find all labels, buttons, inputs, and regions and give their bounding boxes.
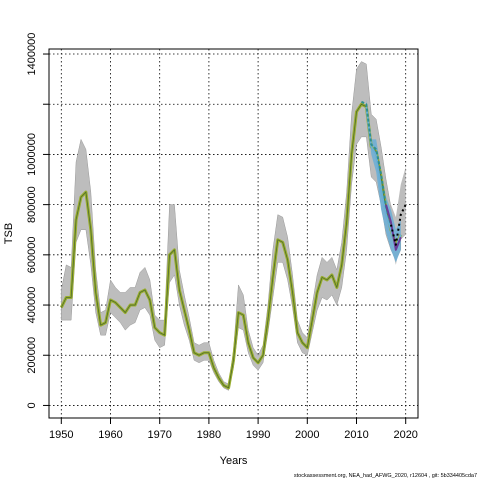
y-axis: 0 200000 400000 600000 800000 1000000 1400000: [26, 33, 49, 409]
y-tick-label-800000: 800000: [26, 186, 38, 223]
y-tick-label-1000000: 1000000: [26, 133, 38, 176]
x-tick-label-1950: 1950: [49, 429, 73, 441]
x-tick-label-1960: 1960: [98, 429, 122, 441]
y-tick-label-400000: 400000: [26, 287, 38, 324]
x-tick-label-2000: 2000: [295, 429, 319, 441]
x-axis-title: Years: [220, 455, 248, 467]
x-tick-label-1980: 1980: [197, 429, 221, 441]
y-tick-label-600000: 600000: [26, 236, 38, 273]
x-tick-label-1990: 1990: [246, 429, 270, 441]
retro-band: [366, 99, 401, 263]
x-tick-label-2020: 2020: [393, 429, 417, 441]
x-axis: 1950 1960 1970 1980 1990 2000 2010 2020: [49, 417, 418, 441]
y-axis-title: TSB: [3, 223, 15, 244]
y-tick-label-0: 0: [26, 402, 38, 408]
x-tick-label-2010: 2010: [344, 429, 368, 441]
x-tick-label-1970: 1970: [147, 429, 171, 441]
y-tick-label-1400000: 1400000: [26, 33, 38, 76]
retro-line-3: [389, 204, 407, 246]
tsb-lines: [59, 100, 407, 390]
footer-source-note: stockassessment.org, NEA_had_AFWG_2020, …: [293, 473, 477, 479]
tsb-main-line-inner: [60, 103, 402, 389]
y-tick-label-200000: 200000: [26, 337, 38, 374]
